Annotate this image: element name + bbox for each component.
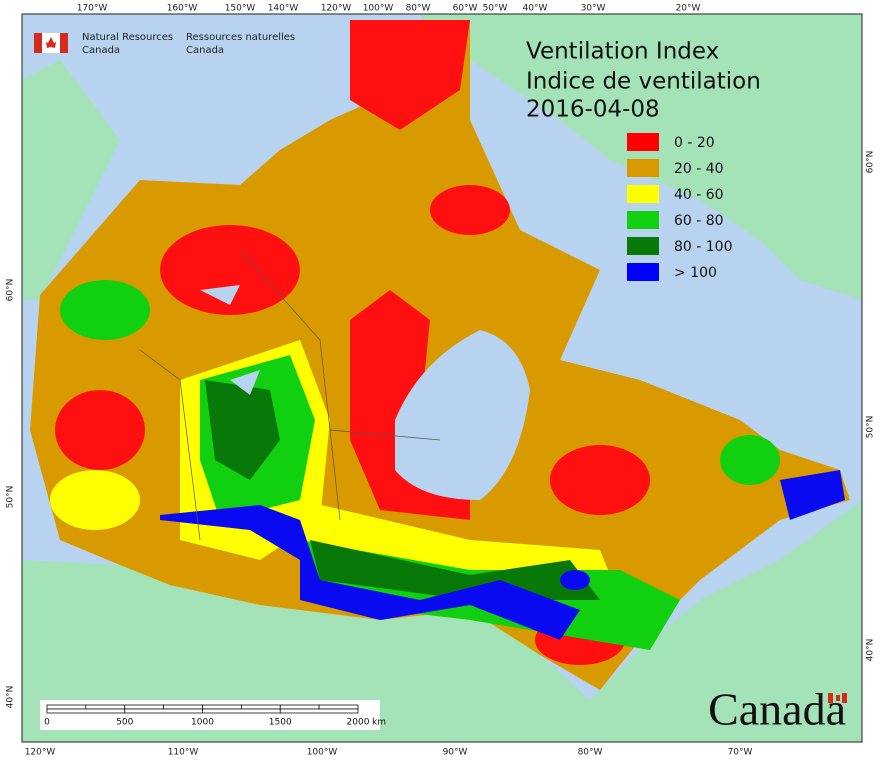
scale-label: 2000 bbox=[347, 718, 370, 728]
zone bbox=[160, 505, 580, 640]
scale-segment bbox=[318, 704, 359, 710]
wordmark-flag bbox=[828, 693, 833, 703]
latitude-label: 50°N bbox=[866, 416, 876, 439]
latitude-label: 40°N bbox=[6, 686, 16, 709]
map bbox=[21, 13, 863, 743]
scale-label: 1500 bbox=[269, 718, 292, 728]
provincial-borders bbox=[139, 249, 441, 541]
hudson-bay bbox=[395, 330, 530, 500]
wordmark-flag bbox=[836, 695, 840, 701]
latitude-label: 50°N bbox=[6, 486, 16, 509]
scale-label: 0 bbox=[44, 718, 50, 728]
longitude-label: 90°W bbox=[443, 748, 468, 758]
latitude-label: 60°N bbox=[6, 279, 16, 302]
flag-band bbox=[34, 33, 42, 53]
scale-bar: 0 500 1000 1500 2000 km bbox=[40, 700, 386, 730]
map-frame bbox=[21, 13, 863, 743]
longitude-label: 100°W bbox=[363, 4, 394, 14]
united-states bbox=[22, 500, 862, 742]
scale-label: 1000 bbox=[191, 718, 214, 728]
longitude-label: 170°W bbox=[77, 4, 108, 14]
scale-segment bbox=[163, 704, 203, 710]
latitude-label: 40°N bbox=[866, 639, 876, 662]
legend-label: 60 - 80 bbox=[674, 213, 724, 229]
longitude-label: 120°W bbox=[25, 748, 56, 758]
maple-leaf bbox=[46, 37, 56, 48]
zone bbox=[310, 540, 600, 600]
legend: 0 - 20 20 - 40 40 - 60 60 - 80 80 - 100 > 100 bbox=[627, 133, 733, 281]
longitude-label: 110°W bbox=[168, 748, 199, 758]
scale-label: 500 bbox=[116, 718, 133, 728]
zone bbox=[720, 435, 780, 485]
longitude-label: 20°W bbox=[676, 4, 701, 14]
scale-unit: km bbox=[372, 718, 386, 728]
longitude-label: 60°W bbox=[453, 4, 478, 14]
zone bbox=[550, 445, 650, 515]
longitude-label: 140°W bbox=[268, 4, 299, 14]
legend-swatch bbox=[627, 237, 659, 255]
zone bbox=[430, 185, 510, 235]
zone bbox=[350, 20, 470, 130]
scale-segment bbox=[202, 704, 242, 710]
zone bbox=[50, 470, 140, 530]
scale-segment bbox=[46, 704, 87, 710]
legend-swatch bbox=[627, 263, 659, 281]
longitude-label: 120°W bbox=[321, 4, 352, 14]
legend-swatch bbox=[627, 185, 659, 203]
longitude-label: 150°W bbox=[225, 4, 256, 14]
scale-segment bbox=[124, 708, 203, 714]
flag-band bbox=[60, 33, 68, 53]
scale-segment bbox=[202, 708, 281, 714]
index-zones bbox=[50, 20, 845, 665]
longitude-label: 70°W bbox=[728, 748, 753, 758]
legend-label: 20 - 40 bbox=[674, 161, 724, 177]
longitude-label: 50°W bbox=[483, 4, 508, 14]
zone bbox=[55, 390, 145, 470]
longitude-label: 40°W bbox=[523, 4, 548, 14]
scale-segment bbox=[124, 704, 165, 710]
date: 2016-04-08 bbox=[526, 97, 660, 123]
alaska bbox=[22, 60, 120, 300]
agency-name: Canada bbox=[82, 45, 120, 56]
legend-swatch bbox=[627, 133, 659, 151]
longitude-label: 80°W bbox=[578, 748, 603, 758]
agency-name: Ressources naturelles bbox=[186, 32, 295, 43]
legend-label: 80 - 100 bbox=[674, 239, 733, 255]
longitude-label: 100°W bbox=[307, 748, 338, 758]
zone bbox=[205, 380, 280, 480]
title: Indice de ventilation bbox=[526, 69, 761, 95]
zone bbox=[560, 570, 590, 590]
scale-segment bbox=[279, 704, 320, 710]
wordmark-flag bbox=[842, 693, 847, 703]
legend-label: 0 - 20 bbox=[674, 135, 715, 151]
legend-label: 40 - 60 bbox=[674, 187, 724, 203]
scale-segment bbox=[279, 708, 359, 714]
legend-label: > 100 bbox=[674, 265, 717, 281]
legend-swatch bbox=[627, 159, 659, 177]
latitude-label: 60°N bbox=[866, 151, 876, 174]
zone bbox=[60, 280, 150, 340]
longitude-label: 30°W bbox=[581, 4, 606, 14]
title: Ventilation Index bbox=[526, 39, 719, 65]
agency-name: Canada bbox=[186, 45, 224, 56]
agency-name: Natural Resources bbox=[82, 32, 173, 43]
greenland bbox=[420, 14, 862, 300]
legend-swatch bbox=[627, 211, 659, 229]
wordmark: Canada bbox=[708, 684, 846, 735]
scale-segment bbox=[46, 708, 126, 714]
scale-segment bbox=[85, 704, 126, 710]
longitude-label: 160°W bbox=[167, 4, 198, 14]
lakes bbox=[200, 285, 260, 395]
scale-segment bbox=[240, 704, 281, 710]
zone bbox=[780, 470, 845, 520]
longitude-label: 80°W bbox=[406, 4, 431, 14]
graticule-labels: 170°W 160°W 150°W 140°W 120°W 100°W 80°W 60°W 50… bbox=[6, 4, 876, 758]
agency-header: Natural Resources Canada Ressources natu… bbox=[34, 32, 295, 56]
zone bbox=[160, 225, 300, 315]
